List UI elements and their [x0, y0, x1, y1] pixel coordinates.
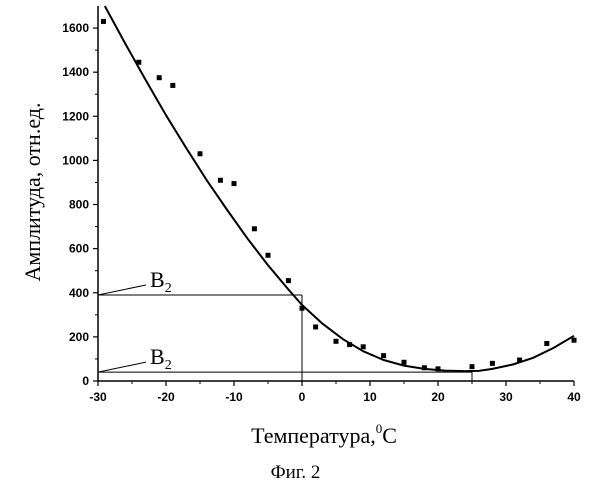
- data-point: [381, 353, 386, 358]
- data-point: [470, 364, 475, 369]
- x-tick-label: -10: [225, 390, 243, 404]
- data-point: [436, 366, 441, 371]
- y-tick-label: 0: [82, 374, 89, 388]
- data-point: [334, 339, 339, 344]
- data-point: [361, 344, 366, 349]
- y-tick-label: 600: [69, 242, 89, 256]
- data-point: [101, 19, 106, 24]
- x-tick-label: 10: [363, 390, 377, 404]
- data-point: [218, 178, 223, 183]
- data-point: [232, 181, 237, 186]
- annotation-leader: [98, 285, 146, 295]
- figure-caption: Фиг. 2: [0, 462, 591, 484]
- data-point: [266, 253, 271, 258]
- data-points: [101, 19, 577, 371]
- tick-labels: -30-20-100102030400200400600800100012001…: [62, 21, 581, 404]
- y-tick-label: 1600: [62, 21, 89, 35]
- data-point: [313, 324, 318, 329]
- y-axis-label: Амплитуда, отн.ед.: [20, 103, 45, 282]
- annotation-label: B2: [150, 267, 172, 296]
- x-axis-label: Температура,0C: [251, 421, 397, 448]
- y-tick-label: 200: [69, 330, 89, 344]
- x-tick-label: -20: [157, 390, 175, 404]
- fit-curve: [105, 6, 574, 371]
- data-point: [286, 278, 291, 283]
- data-point: [572, 338, 577, 343]
- annotation-leader: [98, 362, 146, 372]
- y-tick-label: 800: [69, 198, 89, 212]
- data-point: [517, 358, 522, 363]
- annotation-label: B2: [150, 344, 172, 373]
- data-point: [490, 361, 495, 366]
- x-tick-label: 20: [431, 390, 445, 404]
- y-tick-label: 1400: [62, 65, 89, 79]
- y-tick-label: 1000: [62, 153, 89, 167]
- data-point: [300, 306, 305, 311]
- y-tick-label: 1200: [62, 109, 89, 123]
- data-point: [252, 226, 257, 231]
- data-point: [422, 365, 427, 370]
- annotations: B2 B2: [98, 267, 172, 373]
- y-tick-label: 400: [69, 286, 89, 300]
- x-tick-label: -30: [89, 390, 107, 404]
- x-tick-label: 0: [299, 390, 306, 404]
- x-tick-label: 30: [499, 390, 513, 404]
- data-point: [136, 60, 141, 65]
- axes: [93, 6, 574, 386]
- data-point: [347, 342, 352, 347]
- data-point: [170, 83, 175, 88]
- data-point: [402, 360, 407, 365]
- data-point: [544, 341, 549, 346]
- data-point: [157, 75, 162, 80]
- data-point: [198, 151, 203, 156]
- x-tick-label: 40: [567, 390, 581, 404]
